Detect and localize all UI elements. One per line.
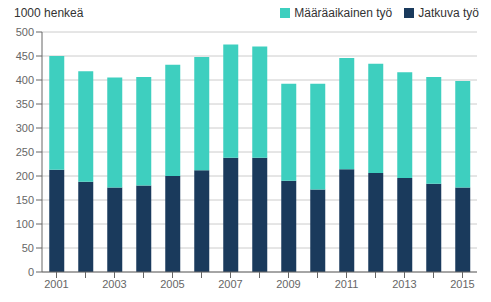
- svg-text:400: 400: [16, 74, 34, 86]
- svg-text:2001: 2001: [44, 278, 68, 290]
- svg-text:2011: 2011: [335, 278, 359, 290]
- html-text:Määräaikainen työ: Määräaikainen työ: [294, 6, 393, 20]
- svg-text:200: 200: [16, 170, 34, 182]
- svg-text:2013: 2013: [392, 278, 416, 290]
- svg-text:100: 100: [16, 218, 34, 230]
- svg-text:150: 150: [16, 194, 34, 206]
- svg-text:250: 250: [16, 146, 34, 158]
- svg-text:2005: 2005: [160, 278, 184, 290]
- svg-text:2015: 2015: [450, 278, 474, 290]
- svg-text:350: 350: [16, 98, 34, 110]
- svg-text:2003: 2003: [102, 278, 126, 290]
- html-text:1000 henkeä: 1000 henkeä: [14, 6, 84, 20]
- svg-text:500: 500: [16, 26, 34, 38]
- svg-text:300: 300: [16, 122, 34, 134]
- svg-text:0: 0: [28, 266, 34, 278]
- html-text:Jatkuva työ: Jatkuva työ: [418, 6, 479, 20]
- svg-text:450: 450: [16, 50, 34, 62]
- svg-text:50: 50: [22, 242, 34, 254]
- svg-text:2009: 2009: [276, 278, 300, 290]
- svg-text:2007: 2007: [218, 278, 242, 290]
